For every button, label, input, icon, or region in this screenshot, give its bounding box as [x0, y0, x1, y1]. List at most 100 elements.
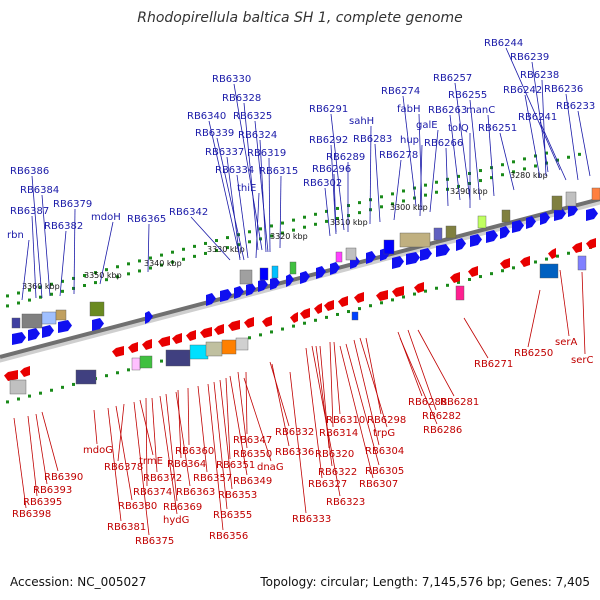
gene-labels[interactable]: RB6244RB6239RB6238RB6236RB6242RB6233RB62…: [7, 38, 595, 547]
reverse-gene-label[interactable]: RB6336: [275, 447, 314, 458]
tick-dot: [226, 246, 229, 250]
forward-gene-label[interactable]: RB6382: [44, 221, 83, 232]
forward-gene-label[interactable]: RB6340: [187, 111, 226, 122]
reverse-gene-label[interactable]: hydG: [163, 515, 189, 526]
reverse-gene-label[interactable]: RB6380: [118, 501, 157, 512]
leader-line: [151, 397, 158, 473]
forward-gene-label[interactable]: RB6257: [433, 73, 472, 84]
forward-gene-label[interactable]: sahH: [349, 116, 374, 127]
reverse-gene-label[interactable]: RB6332: [275, 427, 314, 438]
reverse-gene-label[interactable]: RB6314: [319, 428, 358, 439]
forward-gene-label[interactable]: mdoH: [91, 212, 121, 223]
reverse-gene-label[interactable]: RB6250: [514, 348, 553, 359]
forward-gene-label[interactable]: RB6315: [259, 166, 298, 177]
forward-gene-label[interactable]: thiE: [237, 183, 256, 194]
forward-gene-label[interactable]: RB6365: [127, 214, 166, 225]
forward-gene-label[interactable]: RB6239: [510, 52, 549, 63]
forward-gene-label[interactable]: RB6289: [326, 152, 365, 163]
reverse-gene-label[interactable]: RB6390: [44, 472, 83, 483]
forward-gene-label[interactable]: RB6244: [484, 38, 523, 49]
leader-line: [190, 216, 231, 261]
reverse-gene-label[interactable]: RB6351: [216, 460, 255, 471]
forward-gene-label[interactable]: RB6328: [222, 93, 261, 104]
forward-gene-label[interactable]: RB6236: [544, 84, 583, 95]
forward-gene-label[interactable]: RB6283: [353, 134, 392, 145]
reverse-gene-label[interactable]: RB6349: [233, 476, 272, 487]
forward-gene-label[interactable]: RB6278: [379, 150, 418, 161]
forward-gene-label[interactable]: RB6296: [312, 164, 351, 175]
forward-gene-label[interactable]: RB6379: [53, 199, 92, 210]
forward-gene-label[interactable]: RB6386: [10, 166, 49, 177]
reverse-gene-label[interactable]: dnaG: [257, 462, 284, 473]
reverse-gene-label[interactable]: RB6378: [104, 462, 143, 473]
reverse-gene-label[interactable]: RB6353: [218, 490, 257, 501]
forward-gene-label[interactable]: manC: [466, 105, 495, 116]
reverse-gene-label[interactable]: RB6281: [440, 397, 479, 408]
leader-line: [279, 175, 282, 249]
forward-gene-label[interactable]: RB6330: [212, 74, 251, 85]
forward-gene-label[interactable]: RB6292: [309, 135, 348, 146]
forward-gene-label[interactable]: RB6255: [448, 90, 487, 101]
forward-gene-label[interactable]: galE: [416, 120, 438, 131]
forward-gene-label[interactable]: RB6387: [10, 206, 49, 217]
reverse-gene-label[interactable]: RB6307: [359, 479, 398, 490]
forward-gene-label[interactable]: RB6291: [309, 104, 348, 115]
forward-gene-label[interactable]: RB6242: [503, 85, 542, 96]
forward-gene-label[interactable]: hup: [400, 135, 419, 146]
forward-gene-label[interactable]: RB6325: [233, 111, 272, 122]
reverse-gene-label[interactable]: serA: [555, 337, 577, 348]
reverse-gene-label[interactable]: RB6357: [193, 473, 232, 484]
forward-gene-label[interactable]: RB6342: [169, 207, 208, 218]
reverse-gene-label[interactable]: RB6356: [209, 531, 248, 542]
forward-gene-label[interactable]: RB6233: [556, 101, 595, 112]
reverse-gene-label[interactable]: RB6375: [135, 536, 174, 547]
reverse-gene-label[interactable]: RB6395: [23, 497, 62, 508]
forward-gene-label[interactable]: RB6324: [238, 130, 277, 141]
reverse-gene-label[interactable]: RB6347: [233, 435, 272, 446]
forward-gene-label[interactable]: RB6339: [195, 128, 234, 139]
reverse-gene-label[interactable]: RB6323: [326, 497, 365, 508]
forward-gene-arrow: [316, 266, 326, 279]
reverse-gene-label[interactable]: trpG: [373, 428, 395, 439]
reverse-gene-label[interactable]: RB6372: [143, 473, 182, 484]
reverse-gene-label[interactable]: RB6286: [423, 425, 462, 436]
reverse-gene-label[interactable]: RB6381: [107, 522, 146, 533]
forward-gene-label[interactable]: RB6302: [303, 178, 342, 189]
reverse-gene-label[interactable]: mdoG: [83, 445, 113, 456]
forward-gene-label[interactable]: RB6334: [215, 165, 254, 176]
reverse-gene-label[interactable]: RB6398: [12, 509, 51, 520]
reverse-gene-label[interactable]: RB6327: [308, 479, 347, 490]
reverse-gene-label[interactable]: RB6310: [326, 415, 365, 426]
reverse-gene-label[interactable]: RB6360: [175, 446, 214, 457]
reverse-gene-label[interactable]: serC: [571, 355, 593, 366]
reverse-gene-label[interactable]: RB6355: [213, 510, 252, 521]
reverse-gene-label[interactable]: RB6374: [133, 487, 172, 498]
forward-gene-label[interactable]: tolQ: [448, 123, 469, 134]
forward-gene-label[interactable]: RB6319: [247, 148, 286, 159]
forward-gene-label[interactable]: RB6266: [424, 138, 463, 149]
reverse-gene-label[interactable]: RB6322: [318, 467, 357, 478]
forward-gene-label[interactable]: fabH: [397, 104, 421, 115]
reverse-gene-label[interactable]: RB6320: [315, 449, 354, 460]
reverse-gene-label[interactable]: RB6271: [474, 359, 513, 370]
forward-gene-label[interactable]: RB6263: [428, 105, 467, 116]
reverse-gene-label[interactable]: RB6393: [33, 485, 72, 496]
forward-gene-label[interactable]: RB6251: [478, 123, 517, 134]
forward-gene-label[interactable]: RB6337: [205, 147, 244, 158]
forward-gene-label[interactable]: rbn: [7, 230, 24, 241]
forward-gene-label[interactable]: RB6241: [518, 112, 557, 123]
reverse-gene-label[interactable]: RB6298: [367, 415, 406, 426]
reverse-gene-label[interactable]: RB6350: [233, 449, 272, 460]
reverse-gene-label[interactable]: RB6363: [176, 487, 215, 498]
reverse-gene-label[interactable]: RB6304: [365, 446, 404, 457]
forward-gene-label[interactable]: RB6384: [20, 185, 59, 196]
reverse-gene-label[interactable]: RB6305: [365, 466, 404, 477]
gene-box: [89, 301, 105, 317]
reverse-gene-label[interactable]: RB6333: [292, 514, 331, 525]
reverse-gene-label[interactable]: RB6282: [422, 411, 461, 422]
reverse-gene-label[interactable]: RB6369: [163, 502, 202, 513]
forward-gene-arrow: [286, 274, 294, 287]
forward-gene-label[interactable]: RB6238: [520, 70, 559, 81]
forward-gene-label[interactable]: RB6274: [381, 86, 420, 97]
reverse-gene-label[interactable]: trmE: [139, 456, 163, 467]
